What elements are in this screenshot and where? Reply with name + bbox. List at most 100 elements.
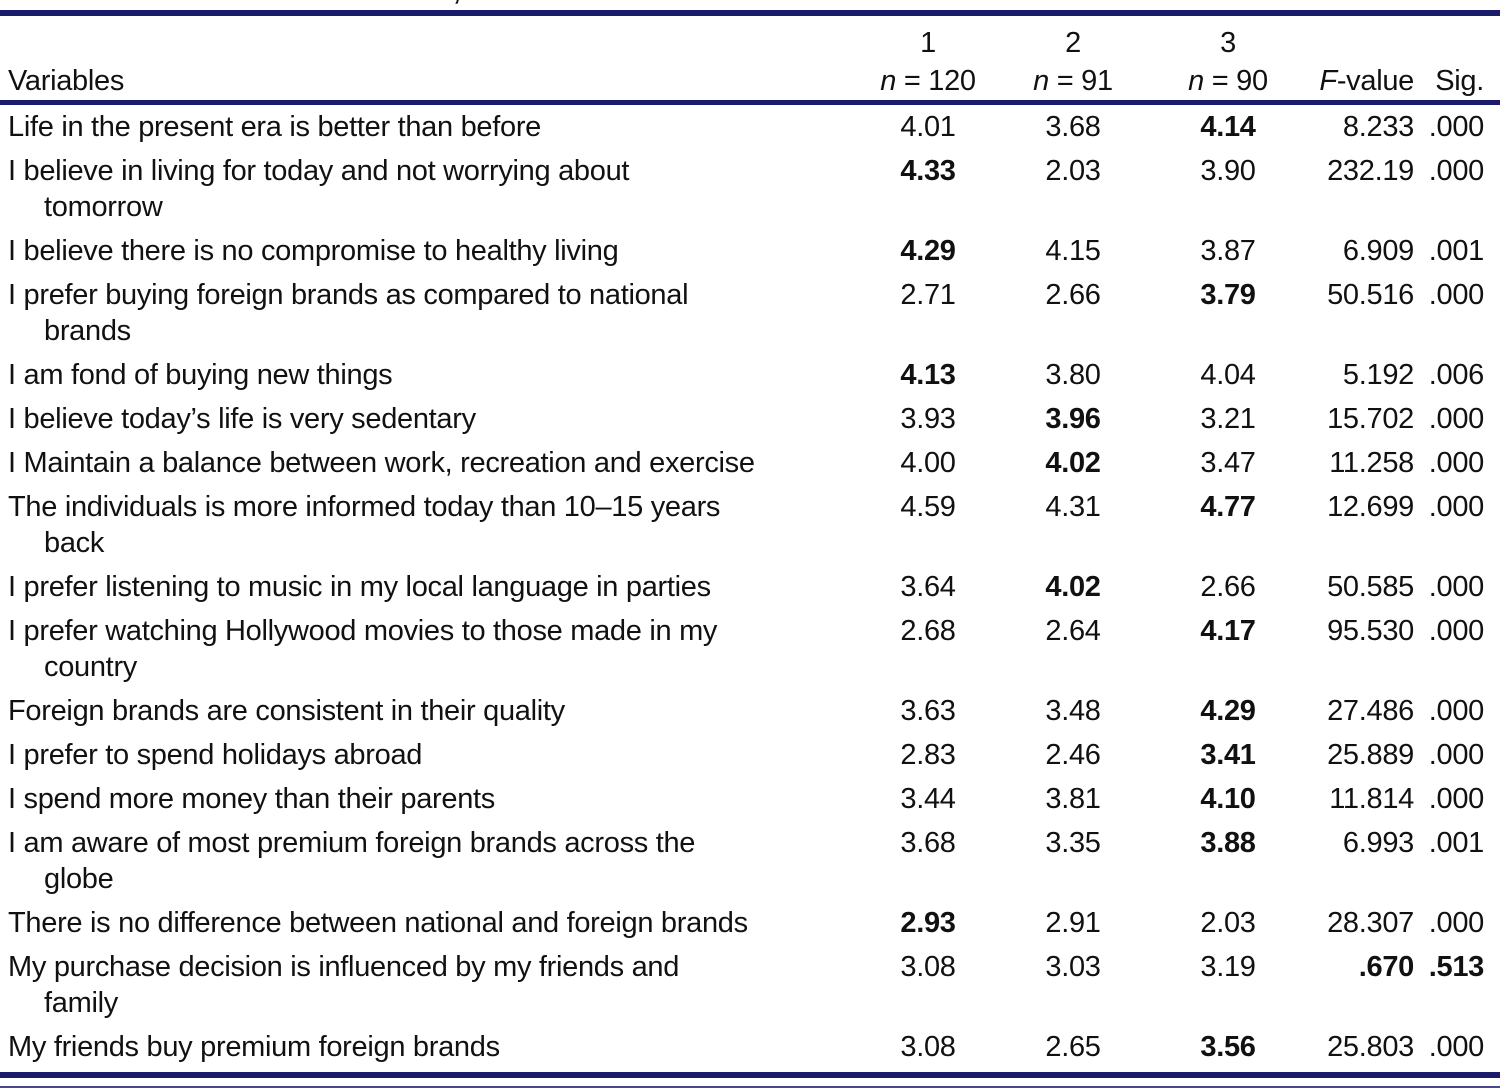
- sig-value-cell: .000: [1428, 739, 1485, 771]
- group-count: 91: [1081, 65, 1113, 97]
- variable-label-line: tomorrow: [44, 191, 163, 223]
- variable-label: I Maintain a balance between work, recre…: [8, 445, 868, 481]
- f-value-cell: 95.530: [1327, 615, 1414, 647]
- variable-label-line: My purchase decision is influenced by my…: [8, 951, 680, 983]
- table-row: I prefer to spend holidays abroad 2.83 2.4…: [8, 733, 1484, 777]
- f-value-suffix: -value: [1336, 65, 1414, 97]
- table-row: I Maintain a balance between work, recre…: [8, 441, 1484, 485]
- group3-mean-cell: 4.77: [1200, 491, 1256, 523]
- group2-mean-cell: 2.03: [1045, 155, 1101, 187]
- group3-mean-cell: 4.04: [1200, 359, 1256, 391]
- table-row: I believe there is no compromise to heal…: [8, 229, 1484, 273]
- f-value-cell: 11.258: [1329, 447, 1414, 479]
- group2-mean-cell: 3.81: [1045, 783, 1101, 815]
- group1-mean-cell: 4.33: [900, 155, 956, 187]
- group2-mean-cell: 4.02: [1045, 571, 1101, 603]
- group-number-label: 2: [1065, 27, 1081, 59]
- variable-label-line: I am fond of buying new things: [8, 359, 393, 391]
- group1-mean-cell: 4.00: [900, 447, 956, 479]
- variable-label-line: back: [44, 527, 105, 559]
- group1-mean-cell: 3.08: [900, 1031, 956, 1063]
- group3-mean-cell: 3.90: [1200, 155, 1256, 187]
- column-header-variables: Variables: [8, 62, 868, 100]
- sig-value-cell: .000: [1428, 1031, 1485, 1063]
- variable-label: My purchase decision is influenced by my…: [8, 949, 868, 1021]
- group3-mean-cell: 3.87: [1200, 235, 1256, 267]
- table-header-row: Variables 1 n = 120 2 n = 91 3 n = 90 F-value Si…: [0, 16, 1504, 100]
- variable-label-line: brands: [44, 315, 131, 347]
- group2-mean-cell: 2.66: [1045, 279, 1101, 311]
- group2-mean-cell: 4.15: [1045, 235, 1101, 267]
- group2-mean-cell: 3.03: [1045, 951, 1101, 983]
- group1-mean-cell: 2.83: [900, 739, 956, 771]
- group3-mean-cell: 3.79: [1200, 279, 1256, 311]
- table-top-rule: [0, 10, 1500, 16]
- table-row: I believe today’s life is very sedentary…: [8, 397, 1484, 441]
- group3-mean-cell: 3.41: [1200, 739, 1256, 771]
- variable-label-line: globe: [44, 863, 114, 895]
- table-header-rule: [0, 100, 1500, 105]
- group1-mean-cell: 3.63: [900, 695, 956, 727]
- sig-value-cell: .000: [1428, 571, 1485, 603]
- sig-value-cell: .000: [1428, 783, 1485, 815]
- variable-label: I believe in living for today and not wo…: [8, 153, 868, 225]
- variable-label: I prefer listening to music in my local …: [8, 569, 868, 605]
- variable-label-line: Life in the present era is better than b…: [8, 111, 542, 143]
- column-header-sig: Sig.: [1435, 65, 1484, 97]
- table-row: My purchase decision is influenced by my…: [8, 945, 1484, 1025]
- variable-label-line: I prefer listening to music in my local …: [8, 571, 711, 603]
- sig-value-cell: .001: [1428, 827, 1485, 859]
- variable-label-line: I prefer buying foreign brands as compar…: [8, 279, 689, 311]
- group2-mean-cell: 2.65: [1045, 1031, 1101, 1063]
- variable-label: I believe today’s life is very sedentary: [8, 401, 868, 437]
- group-n-label: n = 120: [880, 65, 976, 97]
- group2-mean-cell: 3.35: [1045, 827, 1101, 859]
- f-value-cell: 25.803: [1327, 1031, 1414, 1063]
- table-row: I prefer buying foreign brands as compar…: [8, 273, 1484, 353]
- variable-label-line: I prefer to spend holidays abroad: [8, 739, 423, 771]
- group2-mean-cell: 2.91: [1045, 907, 1101, 939]
- table-row: I prefer watching Hollywood movies to th…: [8, 609, 1484, 689]
- group2-mean-cell: 3.80: [1045, 359, 1101, 391]
- caption-fragment: ,: [452, 0, 462, 8]
- column-header-f-value: F-value: [1298, 62, 1414, 100]
- variable-label-line: family: [44, 987, 118, 1019]
- group3-mean-cell: 4.29: [1200, 695, 1256, 727]
- variable-label-line: There is no difference between national …: [8, 907, 748, 939]
- f-value-cell: 8.233: [1342, 111, 1414, 143]
- f-value-cell: 50.516: [1327, 279, 1414, 311]
- table-row: I believe in living for today and not wo…: [8, 149, 1484, 229]
- equals-sign: =: [1204, 65, 1237, 97]
- variables-label: Variables: [8, 65, 125, 97]
- variable-label: My friends buy premium foreign brands: [8, 1029, 868, 1065]
- variable-label-line: I spend more money than their parents: [8, 783, 496, 815]
- group3-mean-cell: 4.17: [1200, 615, 1256, 647]
- table-body: Life in the present era is better than b…: [0, 105, 1504, 1069]
- group3-mean-cell: 4.10: [1200, 783, 1256, 815]
- f-value-cell: 5.192: [1342, 359, 1414, 391]
- group3-mean-cell: 3.56: [1200, 1031, 1256, 1063]
- table-row: I spend more money than their parents 3.4…: [8, 777, 1484, 821]
- variable-label-line: Foreign brands are consistent in their q…: [8, 695, 565, 727]
- sig-value-cell: .000: [1428, 907, 1485, 939]
- variable-label-line: I believe in living for today and not wo…: [8, 155, 630, 187]
- group-number-label: 1: [920, 27, 936, 59]
- variable-label: Foreign brands are consistent in their q…: [8, 693, 868, 729]
- group2-mean-cell: 2.46: [1045, 739, 1101, 771]
- variable-label: I prefer to spend holidays abroad: [8, 737, 868, 773]
- table-row: Life in the present era is better than b…: [8, 105, 1484, 149]
- group2-mean-cell: 3.96: [1045, 403, 1101, 435]
- table-row: The individuals is more informed today t…: [8, 485, 1484, 565]
- variable-label: The individuals is more informed today t…: [8, 489, 868, 561]
- column-header-group-1: 1 n = 120: [868, 24, 988, 100]
- group1-mean-cell: 2.71: [900, 279, 956, 311]
- sig-value-cell: .000: [1428, 491, 1485, 523]
- variable-label-line: I prefer watching Hollywood movies to th…: [8, 615, 718, 647]
- f-value-cell: 27.486: [1327, 695, 1414, 727]
- group-n-label: n = 90: [1188, 65, 1268, 97]
- group3-mean-cell: 3.47: [1200, 447, 1256, 479]
- sig-value-cell: .000: [1428, 155, 1485, 187]
- group-count: 90: [1236, 65, 1268, 97]
- group2-mean-cell: 2.64: [1045, 615, 1101, 647]
